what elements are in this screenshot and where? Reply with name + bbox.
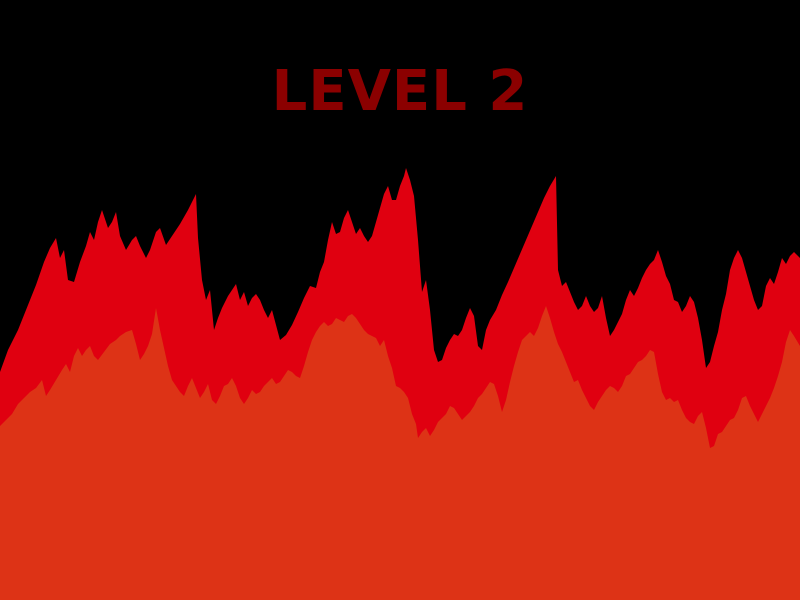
flame-layer-front <box>0 306 800 600</box>
level-title: LEVEL 2 <box>271 59 529 124</box>
